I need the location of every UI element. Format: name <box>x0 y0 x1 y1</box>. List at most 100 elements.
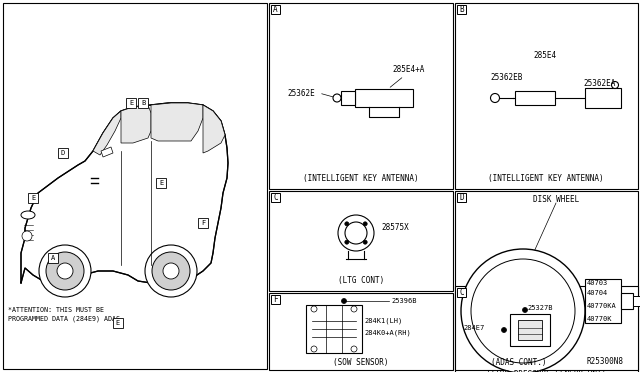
Text: D: D <box>61 150 65 156</box>
Bar <box>457 193 466 202</box>
Circle shape <box>522 308 527 312</box>
Text: 40703: 40703 <box>587 280 608 286</box>
Text: 28575X: 28575X <box>381 224 409 232</box>
Circle shape <box>22 231 32 241</box>
Text: 284E7: 284E7 <box>463 325 484 331</box>
Circle shape <box>152 252 190 290</box>
Bar <box>156 178 166 188</box>
Text: (INTELLIGENT KEY ANTENNA): (INTELLIGENT KEY ANTENNA) <box>488 174 604 183</box>
Circle shape <box>363 240 367 244</box>
Text: 25362EA: 25362EA <box>583 78 616 87</box>
Circle shape <box>145 245 197 297</box>
Circle shape <box>342 298 346 304</box>
Text: E: E <box>129 100 133 106</box>
Bar <box>455 191 638 372</box>
Circle shape <box>57 263 73 279</box>
Text: F: F <box>273 295 278 304</box>
Circle shape <box>502 327 506 333</box>
Text: 284K1(LH): 284K1(LH) <box>364 318 403 324</box>
Text: (INTELLIGENT KEY ANTENNA): (INTELLIGENT KEY ANTENNA) <box>303 174 419 183</box>
Bar <box>198 218 208 228</box>
Bar <box>3 3 267 369</box>
Bar <box>138 98 148 108</box>
Text: (TIRE PRESSURE SENSOR UNT): (TIRE PRESSURE SENSOR UNT) <box>486 369 606 372</box>
Text: E: E <box>116 320 120 326</box>
Circle shape <box>345 240 349 244</box>
Text: 25362E: 25362E <box>287 89 315 97</box>
Bar <box>271 193 280 202</box>
Bar <box>269 191 453 291</box>
Bar <box>58 148 68 158</box>
Bar <box>48 253 58 263</box>
Circle shape <box>333 94 341 102</box>
Text: E: E <box>31 195 35 201</box>
Text: PROGRAMMED DATA (284E9) ADAS: PROGRAMMED DATA (284E9) ADAS <box>8 315 120 322</box>
Text: B: B <box>459 5 464 14</box>
Circle shape <box>363 222 367 226</box>
Text: 284K0+A(RH): 284K0+A(RH) <box>364 330 411 336</box>
Text: R25300N8: R25300N8 <box>586 357 623 366</box>
Bar <box>455 3 638 189</box>
Bar <box>515 91 555 105</box>
Text: 40770KA: 40770KA <box>587 303 617 309</box>
Text: F: F <box>201 220 205 226</box>
Bar <box>28 193 38 203</box>
Text: 25396B: 25396B <box>391 298 417 304</box>
Polygon shape <box>151 103 203 141</box>
Circle shape <box>39 245 91 297</box>
Bar <box>518 320 542 340</box>
Circle shape <box>611 81 618 89</box>
Text: 40704: 40704 <box>587 290 608 296</box>
Bar <box>457 288 466 297</box>
Text: DISK WHEEL: DISK WHEEL <box>533 195 579 203</box>
Bar <box>269 3 453 189</box>
Bar <box>126 98 136 108</box>
Polygon shape <box>203 105 225 153</box>
Circle shape <box>490 93 499 103</box>
Circle shape <box>311 306 317 312</box>
Bar <box>355 89 413 107</box>
Text: C: C <box>273 193 278 202</box>
Polygon shape <box>21 103 228 283</box>
Bar <box>585 279 621 323</box>
Circle shape <box>471 259 575 363</box>
Circle shape <box>163 263 179 279</box>
Bar <box>585 88 621 108</box>
Text: D: D <box>459 193 464 202</box>
Bar <box>455 286 638 370</box>
Text: 40770K: 40770K <box>587 316 612 322</box>
Polygon shape <box>93 111 121 155</box>
Bar <box>271 5 280 14</box>
Bar <box>621 293 633 309</box>
Text: A: A <box>51 255 55 261</box>
Text: 25362EB: 25362EB <box>490 74 522 83</box>
Text: (LTG CONT): (LTG CONT) <box>338 276 384 285</box>
Text: B: B <box>141 100 145 106</box>
Bar <box>113 318 123 328</box>
Polygon shape <box>121 105 151 143</box>
Text: (ADAS CONT.): (ADAS CONT.) <box>492 357 547 366</box>
Text: 25327B: 25327B <box>527 305 552 311</box>
Bar <box>457 5 466 14</box>
Text: (SOW SENSOR): (SOW SENSOR) <box>333 357 388 366</box>
Bar <box>341 91 355 105</box>
Text: E: E <box>159 180 163 186</box>
Bar <box>269 293 453 370</box>
Circle shape <box>461 249 585 372</box>
Circle shape <box>311 346 317 352</box>
Bar <box>306 305 362 353</box>
Bar <box>633 296 640 306</box>
Text: A: A <box>273 5 278 14</box>
Circle shape <box>351 306 357 312</box>
Text: C: C <box>459 288 464 297</box>
Text: 285E4: 285E4 <box>533 51 557 60</box>
Ellipse shape <box>21 211 35 219</box>
Text: 285E4+A: 285E4+A <box>392 65 424 74</box>
Polygon shape <box>101 147 113 157</box>
Circle shape <box>46 252 84 290</box>
Circle shape <box>351 346 357 352</box>
Text: *ATTENTION: THIS MUST BE: *ATTENTION: THIS MUST BE <box>8 307 104 313</box>
Circle shape <box>345 222 349 226</box>
Bar <box>271 295 280 304</box>
Circle shape <box>338 215 374 251</box>
